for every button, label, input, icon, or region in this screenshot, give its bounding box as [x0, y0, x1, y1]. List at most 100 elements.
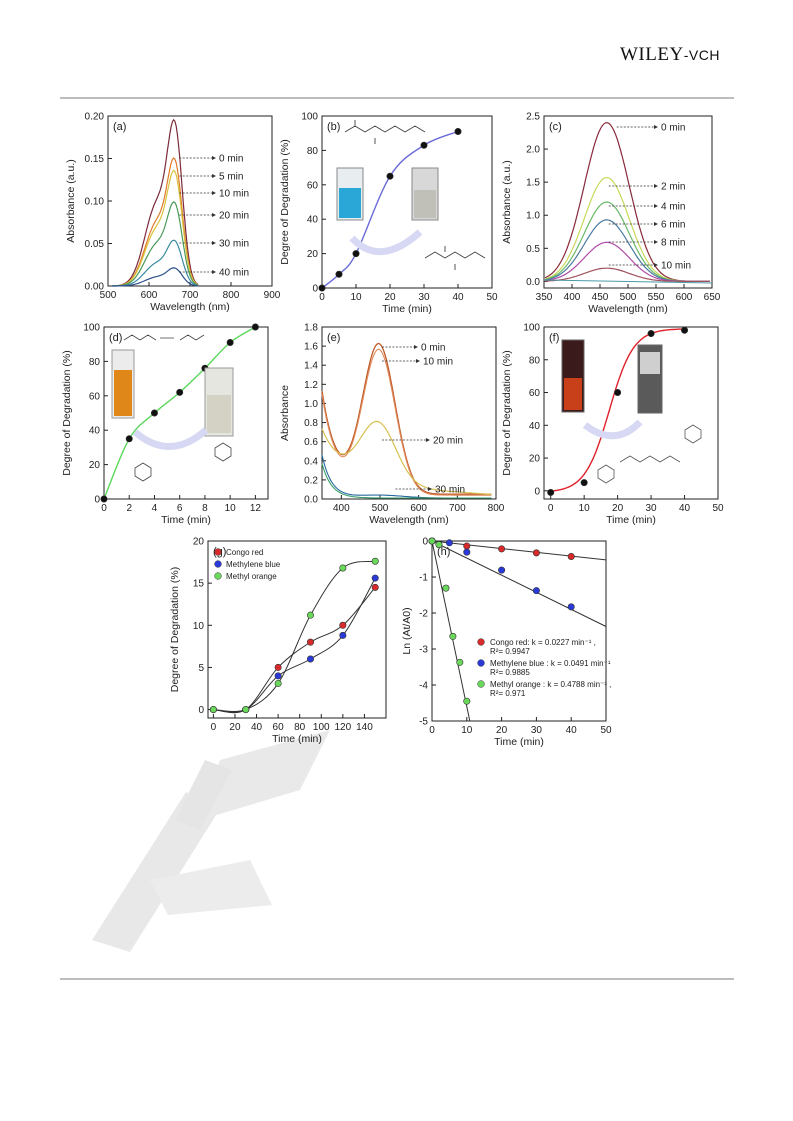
- y-tick-label: 1.2: [304, 380, 318, 391]
- spectrum-line: [112, 169, 199, 287]
- y-axis-label: Absorbance: [279, 385, 291, 441]
- legend-label: Methylene blue : k = 0.0491 min⁻¹: [490, 659, 611, 668]
- y-axis-label: Absorbance (a.u.): [65, 159, 77, 242]
- x-tick-label: 0: [101, 503, 107, 514]
- x-tick-label: 550: [648, 292, 665, 303]
- legend-label: R²= 0.971: [490, 689, 526, 698]
- x-tick-label: 60: [273, 722, 285, 733]
- spectrum-line: [543, 279, 713, 284]
- y-tick-label: 1.6: [304, 342, 318, 353]
- y-axis-label: Absorbance (a.u.): [501, 160, 513, 243]
- data-point: [681, 326, 689, 334]
- y-tick-label: 0.5: [526, 244, 540, 255]
- data-point: [567, 603, 575, 611]
- y-tick-label: 0.6: [304, 437, 318, 448]
- y-tick-label: 0: [94, 495, 100, 506]
- fit-line: [431, 540, 607, 627]
- annotation-arrowhead: [654, 204, 658, 208]
- data-point: [226, 338, 234, 346]
- fit-line: [431, 540, 471, 722]
- annotation-arrowhead: [212, 191, 216, 195]
- data-point: [463, 548, 471, 556]
- panel-d: 0 2 4 6 8 10 12 0 20 40 60 80 100 Time (min) Degree of…: [61, 323, 269, 526]
- data-point: [274, 663, 282, 671]
- y-tick-label: 80: [529, 355, 541, 366]
- plot-frame: [321, 326, 497, 500]
- y-tick-label: 0: [422, 537, 428, 548]
- data-point: [614, 389, 622, 397]
- spectrum-line: [321, 348, 492, 496]
- data-point: [352, 250, 360, 258]
- panel-c: 350 400 450 500 550 600 650 0.0 0.5 1.0 1.5 2.0 2.5 W…: [501, 112, 721, 316]
- panel-label: (b): [327, 121, 340, 133]
- x-tick-label: 0: [211, 722, 217, 733]
- y-tick-label: -4: [419, 681, 428, 692]
- annotation-arrowhead: [654, 222, 658, 226]
- y-tick-label: 80: [89, 357, 101, 368]
- spectrum-line: [321, 342, 492, 495]
- data-point: [150, 409, 158, 417]
- y-tick-label: 60: [89, 391, 101, 402]
- y-tick-label: 100: [301, 112, 318, 123]
- x-tick-label: 500: [620, 292, 637, 303]
- x-tick-label: 20: [229, 722, 241, 733]
- annotation-label: 0 min: [661, 123, 685, 134]
- y-axis-label: Ln (At/A0): [401, 607, 413, 654]
- x-tick-label: 50: [486, 292, 498, 303]
- data-point: [532, 587, 540, 595]
- x-tick-label: 20: [496, 725, 508, 736]
- annotation-arrowhead: [212, 241, 216, 245]
- y-tick-label: 0.15: [85, 154, 105, 165]
- panel-e: 400 500 600 700 800 0.0 0.2 0.4 0.6 0.8 1.0 1.2 1.4 1…: [279, 323, 505, 527]
- data-point: [306, 638, 314, 646]
- legend-label: R²= 0.9885: [490, 668, 530, 677]
- x-axis-label: Time (min): [606, 514, 656, 526]
- top-rule: [60, 97, 734, 99]
- data-point: [125, 435, 133, 443]
- data-point: [420, 141, 428, 149]
- x-axis-label: Time (min): [272, 733, 322, 745]
- x-tick-label: 700: [449, 503, 466, 514]
- data-point: [428, 537, 436, 545]
- x-tick-label: 800: [223, 290, 240, 301]
- y-tick-label: 20: [89, 460, 101, 471]
- panel-f: 0 10 20 30 40 50 0 20 40 60 80 100 Time (min) Degree …: [501, 323, 724, 527]
- x-tick-label: 40: [251, 722, 263, 733]
- x-tick-label: 10: [350, 292, 362, 303]
- x-tick-label: 600: [676, 292, 693, 303]
- y-tick-label: 15: [193, 579, 205, 590]
- annotation-label: 30 min: [435, 485, 465, 496]
- x-tick-label: 4: [152, 503, 158, 514]
- y-tick-label: 0.4: [304, 456, 318, 467]
- data-point: [532, 549, 540, 557]
- x-axis-label: Time (min): [382, 303, 432, 315]
- y-axis-label: Degree of Degradation (%): [501, 350, 513, 475]
- x-tick-label: 30: [531, 725, 543, 736]
- molecule-structure: [344, 120, 426, 144]
- panel-label: (a): [113, 121, 126, 133]
- y-tick-label: 60: [307, 180, 319, 191]
- spectrum-line: [112, 239, 199, 287]
- y-tick-label: 1.0: [526, 211, 540, 222]
- annotation-label: 4 min: [661, 202, 685, 213]
- x-tick-label: 50: [600, 725, 612, 736]
- x-tick-label: 30: [418, 292, 430, 303]
- x-axis-label: Wavelength (nm): [588, 303, 668, 315]
- legend-label: Methyl orange: [226, 572, 277, 581]
- x-tick-label: 0: [548, 503, 554, 514]
- y-tick-label: 10: [193, 621, 205, 632]
- y-tick-label: 0: [312, 284, 318, 295]
- cuvette-liquid: [564, 378, 582, 410]
- y-tick-label: 0.8: [304, 418, 318, 429]
- panel-h: 0 10 20 30 40 50 0 -1 -2 -3 -4 -5 Time (min) Ln (At/A…: [401, 537, 612, 749]
- annotation-label: 20 min: [433, 436, 463, 447]
- y-tick-label: 0.0: [526, 277, 540, 288]
- panel-label: (f): [549, 332, 559, 344]
- fit-curve: [213, 577, 376, 713]
- cuvette-liquid: [339, 188, 361, 218]
- x-tick-label: 450: [592, 292, 609, 303]
- y-tick-label: -2: [419, 609, 428, 620]
- data-point: [274, 672, 282, 680]
- x-tick-label: 12: [250, 503, 262, 514]
